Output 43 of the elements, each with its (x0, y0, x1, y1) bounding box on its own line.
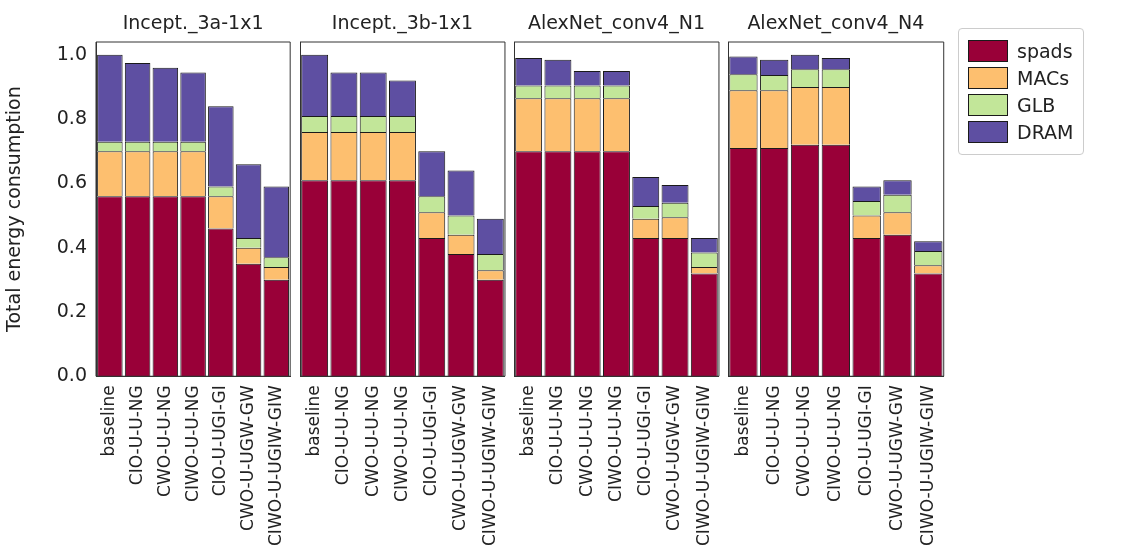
x-tick-label: CIO-U-U-NG (546, 385, 567, 486)
x-tick-label: CWO-U-U-NG (153, 385, 174, 497)
chart-title: Incept._3b-1x1 (331, 11, 474, 35)
legend-label: MACs (1017, 67, 1070, 89)
y-tick-label: 0.4 (56, 234, 87, 257)
x-tick-label: CIO-U-U-NG (332, 385, 353, 486)
x-tick-label: CIWO-U-UGIW-GIW (692, 385, 713, 546)
x-tick-label: CIWO-U-U-NG (390, 385, 411, 502)
x-tick-label: CWO-U-UGW-GW (237, 385, 257, 531)
x-tick-label: CIO-U-UGI-GI (855, 385, 876, 497)
x-tick-label: CWO-U-UGW-GW (663, 385, 684, 531)
x-tick-label: CWO-U-U-NG (575, 385, 596, 497)
chart-title: AlexNet_conv4_N1 (527, 11, 705, 35)
x-tick-label: baseline (98, 385, 119, 457)
legend-label: spads (1017, 40, 1073, 62)
x-tick-label: CWO-U-U-NG (361, 385, 382, 497)
y-tick-label: 0.8 (56, 106, 87, 129)
x-tick-label: CWO-U-UGW-GW (885, 385, 906, 531)
x-tick-label: CIO-U-UGI-GI (420, 385, 441, 497)
x-tick-label: CIWO-U-UGIW-GIW (264, 385, 285, 546)
x-tick-label: CIWO-U-UGIW-GIW (916, 385, 937, 546)
x-tick-label: CIWO-U-U-NG (181, 385, 202, 502)
x-tick-label: baseline (731, 385, 752, 457)
y-tick-label: 0.6 (56, 170, 87, 193)
x-tick-label: baseline (517, 385, 538, 457)
x-tick-label: CIO-U-U-NG (762, 385, 783, 486)
y-tick-label: 0.2 (56, 298, 87, 321)
x-tick-label: CIWO-U-U-NG (824, 385, 845, 502)
chart-title: Incept._3a-1x1 (122, 11, 264, 35)
y-axis-title: Total energy consumption (2, 86, 25, 333)
legend-label: DRAM (1017, 121, 1074, 143)
y-tick-label: 1.0 (56, 41, 87, 64)
x-tick-label: CIWO-U-U-NG (604, 385, 625, 502)
legend-label: GLB (1017, 94, 1056, 116)
y-tick-label: 0.0 (56, 363, 87, 386)
x-tick-label: CIO-U-UGI-GI (634, 385, 655, 497)
x-tick-label: CIWO-U-UGIW-GIW (478, 385, 499, 546)
x-tick-label: CWO-U-UGW-GW (449, 385, 470, 531)
x-tick-label: CIO-U-U-NG (126, 385, 147, 486)
chart-title: AlexNet_conv4_N4 (747, 11, 925, 35)
x-tick-label: CIO-U-UGI-GI (209, 385, 230, 497)
x-tick-label: baseline (303, 385, 324, 457)
x-tick-label: CWO-U-U-NG (793, 385, 814, 497)
